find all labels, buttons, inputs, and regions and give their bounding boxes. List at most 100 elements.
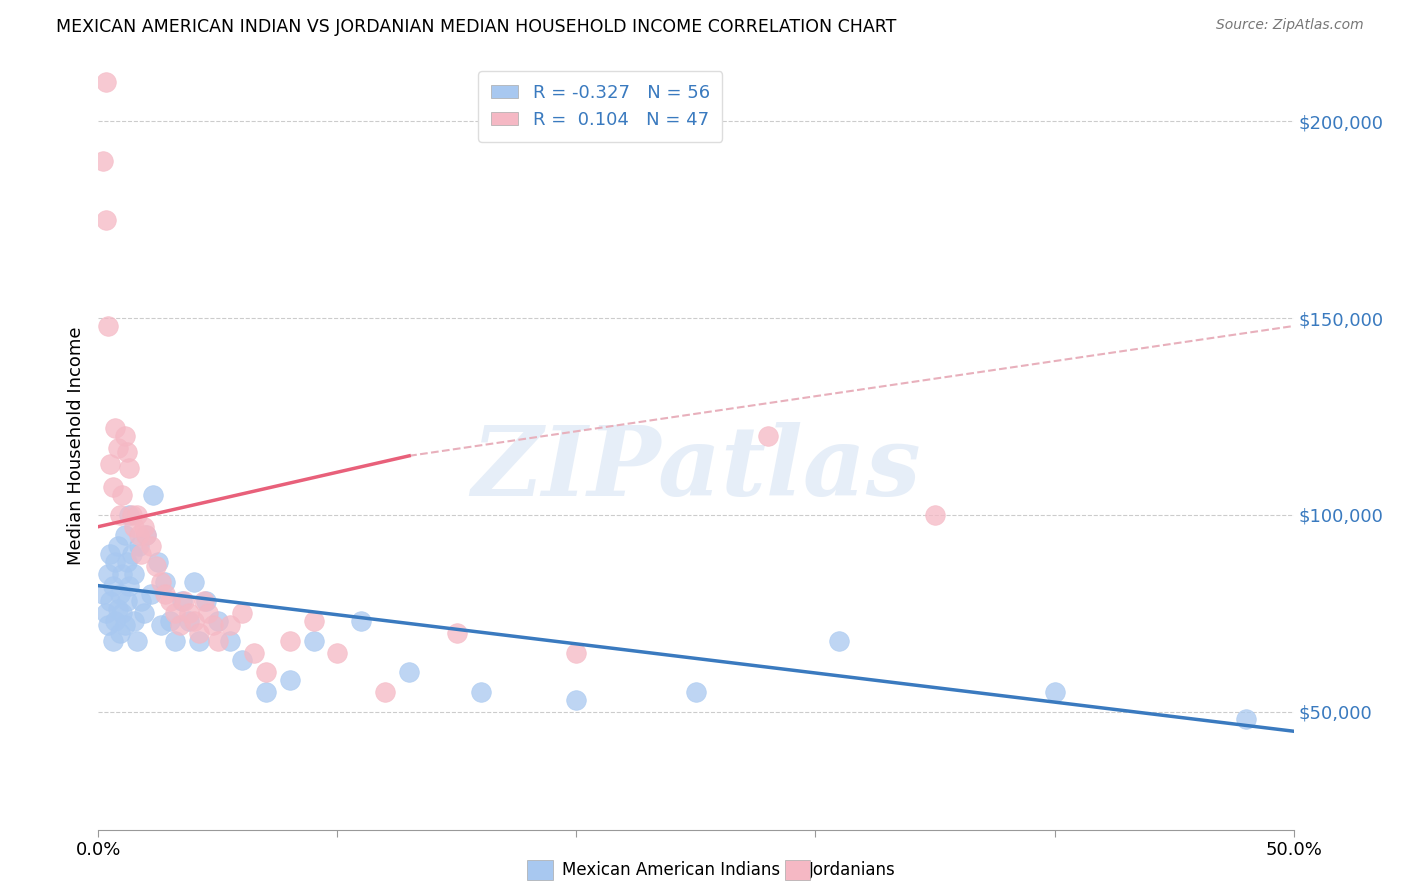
Point — [139, 539, 162, 553]
Point — [114, 429, 136, 443]
Point — [132, 519, 155, 533]
Point — [179, 606, 201, 620]
Point — [924, 508, 946, 522]
Point — [125, 633, 148, 648]
Point — [101, 633, 124, 648]
Point — [115, 555, 138, 569]
Point — [207, 633, 229, 648]
Point — [756, 429, 779, 443]
Point — [202, 618, 225, 632]
Point — [128, 527, 150, 541]
Point — [565, 646, 588, 660]
Point — [148, 555, 170, 569]
Point — [98, 547, 122, 561]
Point — [115, 445, 138, 459]
Point — [94, 212, 117, 227]
Text: ZIPatlas: ZIPatlas — [471, 422, 921, 516]
Point — [219, 633, 242, 648]
Point — [108, 586, 131, 600]
Point — [565, 692, 588, 706]
Point — [132, 606, 155, 620]
Point — [135, 527, 157, 541]
Point — [163, 606, 186, 620]
Point — [114, 618, 136, 632]
Point — [159, 594, 181, 608]
Point — [118, 508, 141, 522]
Point — [685, 685, 707, 699]
Point — [155, 586, 177, 600]
Point — [326, 646, 349, 660]
Point — [374, 685, 396, 699]
Legend: R = -0.327   N = 56, R =  0.104   N = 47: R = -0.327 N = 56, R = 0.104 N = 47 — [478, 71, 723, 142]
Point — [131, 594, 153, 608]
Point — [114, 527, 136, 541]
Point — [124, 566, 146, 581]
Point — [118, 579, 141, 593]
Point — [139, 586, 162, 600]
Point — [149, 574, 172, 589]
Point — [104, 614, 127, 628]
Y-axis label: Median Household Income: Median Household Income — [66, 326, 84, 566]
Point — [207, 614, 229, 628]
Point — [111, 488, 134, 502]
Point — [124, 519, 146, 533]
Point — [254, 665, 277, 680]
Point — [243, 646, 266, 660]
Point — [108, 625, 131, 640]
Point — [121, 547, 143, 561]
Point — [111, 606, 134, 620]
Point — [107, 539, 129, 553]
Point — [142, 488, 165, 502]
Point — [1234, 713, 1257, 727]
Point — [187, 633, 209, 648]
Point — [135, 527, 157, 541]
Point — [398, 665, 420, 680]
Point — [128, 539, 150, 553]
Point — [278, 673, 301, 687]
Point — [163, 633, 186, 648]
Point — [193, 594, 215, 608]
Point — [91, 153, 114, 168]
Point — [97, 566, 120, 581]
Point — [125, 508, 148, 522]
Point — [91, 586, 114, 600]
Point — [98, 457, 122, 471]
Point — [159, 614, 181, 628]
Point — [121, 508, 143, 522]
Point — [173, 594, 195, 608]
Point — [169, 618, 191, 632]
Point — [1043, 685, 1066, 699]
Point — [108, 508, 131, 522]
Point — [101, 480, 124, 494]
Point — [149, 618, 172, 632]
Point — [111, 566, 134, 581]
Point — [302, 633, 325, 648]
Point — [107, 602, 129, 616]
Text: MEXICAN AMERICAN INDIAN VS JORDANIAN MEDIAN HOUSEHOLD INCOME CORRELATION CHART: MEXICAN AMERICAN INDIAN VS JORDANIAN MED… — [56, 18, 897, 36]
Point — [107, 441, 129, 455]
Point — [470, 685, 492, 699]
Text: Source: ZipAtlas.com: Source: ZipAtlas.com — [1216, 18, 1364, 32]
Point — [278, 633, 301, 648]
Point — [179, 614, 201, 628]
Text: Mexican American Indians: Mexican American Indians — [562, 861, 780, 879]
Point — [231, 653, 253, 667]
Point — [124, 614, 146, 628]
Point — [172, 594, 194, 608]
Point — [104, 421, 127, 435]
Point — [254, 685, 277, 699]
Point — [187, 625, 209, 640]
Text: Jordanians: Jordanians — [808, 861, 896, 879]
Point — [195, 594, 218, 608]
Point — [104, 555, 127, 569]
Point — [155, 574, 177, 589]
Point — [828, 633, 851, 648]
Point — [94, 75, 117, 89]
Point — [197, 606, 219, 620]
Point — [118, 460, 141, 475]
Point — [219, 618, 242, 632]
Point — [101, 579, 124, 593]
Point — [131, 547, 153, 561]
Point — [446, 625, 468, 640]
Point — [183, 614, 205, 628]
